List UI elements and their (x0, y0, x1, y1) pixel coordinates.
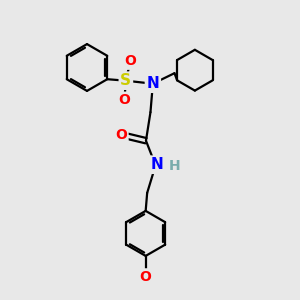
Text: H: H (168, 159, 180, 173)
Text: S: S (120, 73, 131, 88)
Text: O: O (115, 128, 127, 142)
Text: N: N (151, 157, 164, 172)
Text: O: O (140, 270, 152, 284)
Text: O: O (124, 54, 136, 68)
Text: O: O (118, 93, 130, 107)
Text: N: N (146, 76, 159, 91)
